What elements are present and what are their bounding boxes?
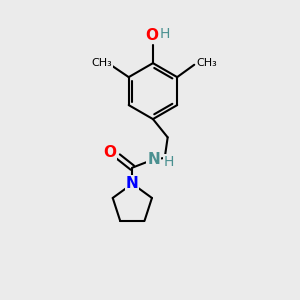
Text: H: H xyxy=(160,27,170,41)
Text: N: N xyxy=(147,152,160,167)
Text: O: O xyxy=(103,145,116,160)
Text: CH₃: CH₃ xyxy=(196,58,217,68)
Text: N: N xyxy=(126,176,139,191)
Text: H: H xyxy=(164,155,174,169)
Text: CH₃: CH₃ xyxy=(92,58,112,68)
Text: O: O xyxy=(145,28,158,43)
Text: N: N xyxy=(126,179,139,194)
